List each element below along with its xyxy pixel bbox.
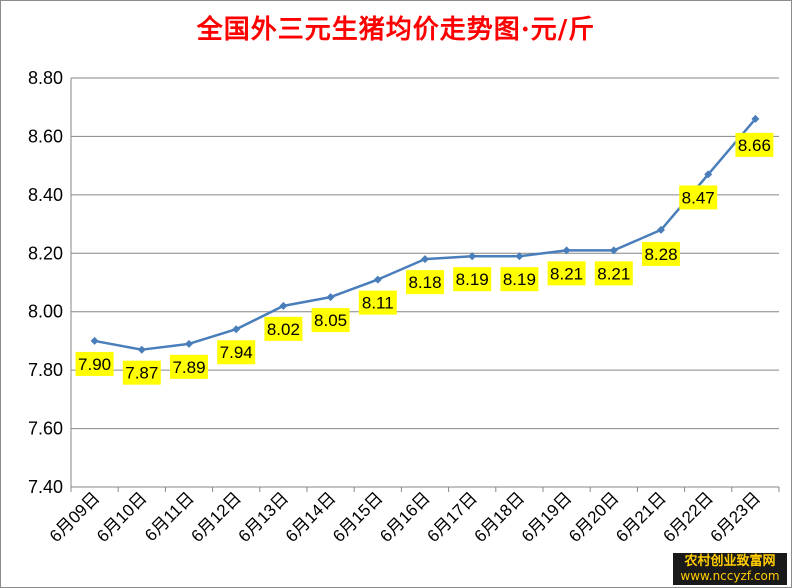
data-label-bg — [311, 308, 350, 333]
data-point — [421, 255, 429, 264]
data-label-bg — [547, 261, 586, 286]
watermark: 农村创业致富网 www.nccyzf.com — [673, 553, 787, 585]
chart-title: 全国外三元生猪均价走势图·元/斤 — [196, 15, 596, 45]
x-tick-label: 6月21日 — [612, 488, 670, 546]
data-label: 8.47 — [682, 188, 715, 207]
data-point — [279, 301, 288, 310]
x-tick-label: 6月15日 — [329, 488, 387, 546]
x-tick-label: 6月23日 — [707, 488, 765, 546]
y-tick-label: 8.20 — [28, 243, 63, 263]
data-label-bg — [594, 261, 633, 286]
data-label-bg — [170, 354, 208, 379]
data-label-bg — [217, 340, 256, 365]
data-point — [562, 246, 571, 255]
y-tick-label: 8.80 — [28, 68, 63, 88]
series-line — [94, 118, 757, 351]
data-point — [515, 252, 524, 261]
data-label-bg — [453, 267, 492, 292]
data-point — [373, 275, 382, 284]
x-tick-label: 6月20日 — [565, 488, 623, 546]
data-point — [657, 225, 665, 234]
data-point — [468, 252, 477, 261]
data-label: 8.19 — [456, 270, 489, 289]
data-label-bg — [679, 185, 718, 210]
data-label: 7.90 — [78, 355, 111, 374]
data-point — [751, 114, 760, 123]
data-point — [704, 170, 713, 179]
data-label-bg — [264, 316, 303, 341]
x-tick-label: 6月10日 — [93, 488, 151, 546]
x-tick-label: 6月13日 — [235, 488, 293, 546]
y-tick-label: 8.40 — [28, 185, 63, 205]
x-tick-label: 6月19日 — [518, 488, 576, 546]
data-label: 8.02 — [267, 320, 300, 339]
data-point — [326, 293, 335, 302]
data-label: 8.21 — [550, 264, 583, 283]
x-tick-label: 6月12日 — [187, 488, 245, 546]
data-point — [609, 246, 618, 255]
x-tick-label: 6月14日 — [282, 488, 340, 546]
data-label-bg — [406, 270, 444, 295]
watermark-line2: www.nccyzf.com — [680, 569, 780, 583]
data-label: 8.19 — [503, 270, 536, 289]
data-label-bg — [122, 360, 161, 385]
x-tick-label: 6月16日 — [376, 488, 434, 546]
x-tick-label: 6月18日 — [471, 488, 529, 546]
x-tick-label: 6月22日 — [659, 488, 717, 546]
x-tick-label: 6月09日 — [46, 488, 104, 546]
data-label: 7.94 — [220, 343, 253, 362]
data-point — [185, 339, 193, 348]
data-point — [90, 336, 99, 345]
data-label-bg — [735, 132, 774, 157]
y-tick-label: 8.00 — [28, 302, 63, 322]
data-label: 7.87 — [125, 364, 158, 383]
y-tick-label: 8.60 — [28, 126, 63, 146]
data-label: 8.28 — [644, 245, 677, 264]
data-label: 8.21 — [597, 264, 630, 283]
data-label: 8.11 — [362, 294, 394, 313]
data-label: 8.66 — [738, 136, 771, 155]
data-label-bg — [500, 267, 539, 292]
data-label: 8.05 — [314, 311, 347, 330]
data-label-bg — [642, 241, 680, 266]
x-tick-label: 6月11日 — [141, 488, 198, 545]
data-point — [137, 345, 146, 354]
y-tick-label: 7.40 — [28, 477, 63, 497]
x-tick-label: 6月17日 — [423, 488, 481, 546]
y-tick-label: 7.60 — [28, 419, 63, 439]
y-tick-label: 7.80 — [28, 360, 63, 380]
watermark-line1: 农村创业致富网 — [684, 554, 776, 569]
data-label-bg — [358, 290, 397, 315]
data-label-bg — [75, 351, 114, 376]
data-point — [232, 325, 241, 334]
data-label: 8.18 — [408, 273, 441, 292]
data-label: 7.89 — [172, 358, 205, 377]
